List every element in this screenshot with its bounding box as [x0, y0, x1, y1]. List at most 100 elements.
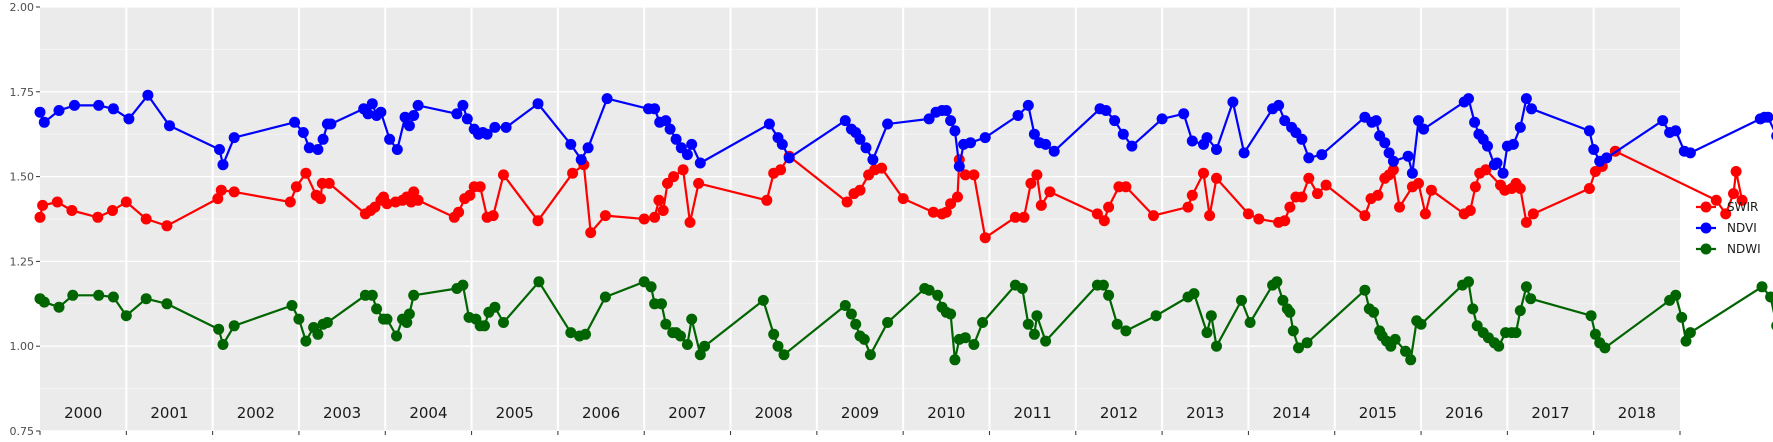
- data-point-ndvi: [362, 108, 374, 120]
- data-point-ndvi: [1022, 99, 1034, 111]
- data-point-ndvi: [38, 116, 50, 128]
- data-point-swir: [959, 169, 971, 181]
- year-label: 2003: [323, 404, 361, 422]
- data-point-ndwi: [1287, 325, 1299, 337]
- data-point-ndwi: [1520, 281, 1532, 293]
- data-point-ndwi: [312, 328, 324, 340]
- data-point-ndwi: [949, 354, 961, 366]
- data-point-ndwi: [1284, 306, 1296, 318]
- data-point-swir: [1372, 189, 1384, 201]
- data-point-ndvi: [461, 113, 473, 125]
- data-point-ndwi: [1150, 310, 1162, 322]
- data-point-swir: [940, 206, 952, 218]
- data-point-swir: [212, 193, 224, 205]
- data-point-ndvi: [1670, 125, 1682, 137]
- data-point-swir: [1520, 216, 1532, 228]
- data-point-ndvi: [565, 138, 577, 150]
- data-point-swir: [876, 162, 888, 174]
- data-point-swir: [653, 194, 665, 206]
- data-point-ndwi: [293, 313, 305, 325]
- year-label: 2018: [1618, 404, 1656, 422]
- data-point-ndwi: [1493, 340, 1505, 352]
- data-point-ndvi: [375, 106, 387, 118]
- data-point-ndwi: [1405, 354, 1417, 366]
- data-point-ndvi: [860, 142, 872, 154]
- year-label: 2010: [927, 404, 965, 422]
- data-point-swir: [1091, 208, 1103, 220]
- y-axis: 0.75 1.00 1.25 1.50 1.75 2.00: [10, 1, 40, 438]
- data-point-swir: [1120, 181, 1132, 193]
- data-point-swir: [693, 177, 705, 189]
- data-point-ndwi: [945, 308, 957, 320]
- data-point-swir: [1730, 166, 1742, 177]
- y-tick-label: 2.00: [10, 1, 35, 14]
- data-point-swir: [1098, 215, 1110, 227]
- data-point-ndvi: [69, 99, 80, 111]
- data-point-ndvi: [228, 132, 240, 144]
- data-point-swir: [1583, 183, 1595, 194]
- data-point-ndvi: [384, 133, 396, 145]
- data-point-ndvi: [489, 121, 501, 133]
- data-point-ndvi: [882, 118, 894, 130]
- data-point-swir: [474, 181, 486, 193]
- year-label: 2008: [755, 404, 793, 422]
- data-point-ndwi: [479, 320, 490, 332]
- data-point-ndvi: [451, 108, 463, 120]
- data-point-swir: [66, 205, 78, 216]
- data-point-ndvi: [1413, 115, 1424, 127]
- data-point-ndvi: [601, 93, 613, 105]
- data-point-ndvi: [686, 138, 698, 150]
- data-point-ndvi: [1048, 145, 1060, 157]
- data-point-swir: [927, 206, 939, 218]
- data-point-ndwi: [1236, 294, 1247, 306]
- data-point-swir: [775, 164, 787, 176]
- data-point-swir: [323, 177, 335, 189]
- data-point-ndwi: [1389, 333, 1401, 345]
- data-point-ndvi: [391, 144, 403, 155]
- data-point-ndwi: [923, 284, 935, 296]
- data-point-ndwi: [533, 276, 545, 288]
- year-label: 2017: [1531, 404, 1569, 422]
- data-point-swir: [677, 164, 689, 176]
- data-point-ndvi: [1012, 110, 1024, 121]
- year-boundary-gridlines: [125, 7, 1595, 431]
- data-point-ndwi: [1022, 318, 1034, 330]
- series-ndwi: [34, 276, 1773, 366]
- data-point-ndvi: [763, 118, 775, 130]
- data-point-ndwi: [93, 289, 105, 301]
- data-point-ndwi: [1205, 310, 1217, 322]
- data-point-swir: [1186, 189, 1198, 201]
- data-point-swir: [1018, 211, 1030, 223]
- data-point-swir: [1198, 167, 1209, 179]
- data-point-swir: [1148, 210, 1159, 222]
- data-point-ndwi: [1359, 284, 1371, 296]
- data-point-swir: [464, 189, 476, 201]
- data-point-ndvi: [214, 144, 225, 155]
- data-point-ndvi: [1186, 135, 1198, 147]
- data-point-ndwi: [366, 289, 378, 301]
- year-label: 2015: [1359, 404, 1397, 422]
- data-point-swir: [1464, 205, 1476, 216]
- data-point-ndvi: [412, 99, 424, 111]
- data-point-ndwi: [778, 349, 790, 361]
- data-point-swir: [1359, 210, 1371, 222]
- data-point-ndvi: [107, 103, 119, 115]
- data-point-ndwi: [580, 328, 591, 340]
- data-point-swir: [140, 213, 152, 225]
- data-point-ndwi: [1525, 293, 1537, 305]
- data-point-swir: [228, 186, 240, 198]
- year-label: 2014: [1272, 404, 1310, 422]
- data-point-ndvi: [1520, 93, 1532, 105]
- data-point-ndvi: [1583, 125, 1595, 137]
- legend-label: NDWI: [1727, 242, 1761, 256]
- data-point-ndwi: [1585, 310, 1597, 322]
- data-point-swir: [487, 210, 499, 222]
- data-point-ndvi: [965, 137, 976, 149]
- series-ndvi: [34, 89, 1773, 179]
- data-point-swir: [1025, 177, 1037, 189]
- data-point-swir: [761, 194, 773, 206]
- data-point-ndwi: [864, 349, 876, 361]
- data-point-swir: [381, 198, 393, 210]
- data-point-ndwi: [599, 291, 611, 303]
